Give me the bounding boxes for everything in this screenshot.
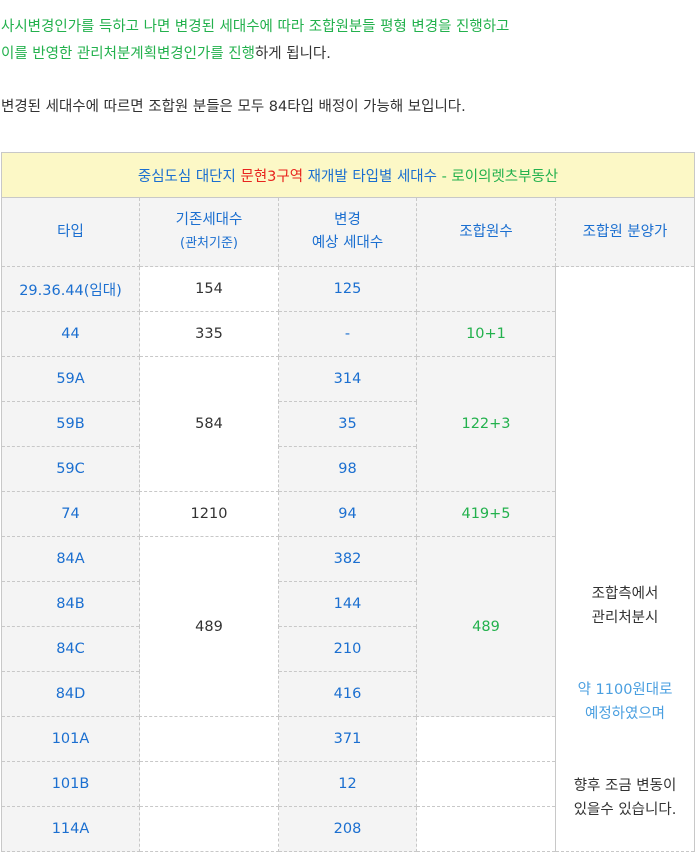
table-row: 84C 210 — [1, 626, 695, 672]
intro-paragraph: 사시변경인가를 득하고 나면 변경된 세대수에 따라 조합원분들 평형 변경을 … — [1, 14, 509, 68]
price-note-line-4: 예정하였으며 — [584, 706, 666, 722]
cell-type: 101A — [1, 716, 140, 762]
cell-existing — [139, 716, 279, 762]
cell-type: 84A — [1, 536, 140, 582]
price-note: 조합측에서 관리처분시 약 1100원대로 예정하였으며 향후 조금 변동이 있… — [554, 266, 695, 852]
price-note-line-3: 약 1100원대로 — [577, 682, 673, 698]
cell-type: 44 — [1, 311, 140, 357]
cell-changed: 371 — [278, 716, 417, 762]
cell-existing: 1210 — [139, 491, 279, 537]
cell-members: 419+5 — [416, 491, 556, 537]
cell-type: 84D — [1, 671, 140, 717]
table-row: 114A 208 — [1, 806, 695, 852]
cell-members: 122+3 — [416, 356, 556, 492]
table-row: 84A 489 382 489 — [1, 536, 695, 717]
cell-changed: 35 — [278, 401, 417, 447]
cell-changed: 94 — [278, 491, 417, 537]
cell-existing: 335 — [139, 311, 279, 357]
cell-existing — [139, 761, 279, 807]
cell-members — [416, 716, 556, 762]
intro-line-3: 변경된 세대수에 따르면 조합원 분들은 모두 84타입 배정이 가능해 보입니… — [1, 99, 466, 115]
cell-type: 74 — [1, 491, 140, 537]
cell-type: 84C — [1, 626, 140, 672]
table-row: 101B 12 — [1, 761, 695, 807]
cell-changed: 12 — [278, 761, 417, 807]
cell-members: 10+1 — [416, 311, 556, 357]
header-price: 조합원 분양가 — [554, 197, 695, 267]
intro-line-2: 이를 반영한 관리처분계획변경인가를 진행하게 됩니다. — [1, 46, 331, 62]
cell-changed: - — [278, 311, 417, 357]
type-units-table: 중심도심 대단지 문현3구역 재개발 타입별 세대수 - 로이의렛츠부동산 타입… — [0, 152, 695, 852]
cell-changed: 382 — [278, 536, 417, 582]
cell-changed: 314 — [278, 356, 417, 402]
cell-type: 59A — [1, 356, 140, 402]
cell-existing: 489 — [139, 536, 279, 717]
cell-changed: 144 — [278, 581, 417, 627]
cell-type: 59B — [1, 401, 140, 447]
table-row: 59A 584 314 122+3 — [1, 356, 695, 492]
table-row: 101A 371 — [1, 716, 695, 762]
table-row: 59C 98 — [1, 446, 695, 492]
cell-changed: 208 — [278, 806, 417, 852]
table-row: 44 335 - 10+1 — [1, 311, 695, 357]
cell-members: 489 — [416, 536, 556, 717]
price-note-line-5: 향후 조금 변동이 — [573, 778, 677, 794]
intro-line-1: 사시변경인가를 득하고 나면 변경된 세대수에 따라 조합원분들 평형 변경을 … — [1, 19, 510, 35]
header-existing: 기존세대수 (관처기준) — [139, 197, 279, 267]
cell-members — [416, 266, 556, 312]
cell-type: 59C — [1, 446, 140, 492]
header-members: 조합원수 — [416, 197, 556, 267]
cell-type: 114A — [1, 806, 140, 852]
header-type: 타입 — [1, 197, 140, 267]
cell-type: 84B — [1, 581, 140, 627]
cell-changed: 98 — [278, 446, 417, 492]
table-row: 29.36.44(임대) 154 125 조합측에서 관리처분시 약 1100원… — [1, 266, 695, 852]
cell-members — [416, 806, 556, 852]
cell-existing: 584 — [139, 356, 279, 492]
table-header-row: 타입 기존세대수 (관처기준) 변경 예상 세대수 조합원수 조합원 분양가 — [1, 197, 695, 267]
price-note-line-6: 있을수 있습니다. — [573, 802, 677, 818]
cell-existing: 154 — [139, 266, 279, 312]
table-row: 84B 144 — [1, 581, 695, 627]
cell-members — [416, 761, 556, 807]
cell-type: 29.36.44(임대) — [1, 266, 140, 312]
price-note-line-2: 관리처분시 — [591, 610, 659, 626]
cell-changed: 416 — [278, 671, 417, 717]
cell-changed: 125 — [278, 266, 417, 312]
cell-changed: 210 — [278, 626, 417, 672]
table-row: 84D 416 — [1, 671, 695, 717]
price-note-line-1: 조합측에서 — [591, 586, 659, 602]
cell-type: 101B — [1, 761, 140, 807]
header-changed: 변경 예상 세대수 — [278, 197, 417, 267]
table-title: 중심도심 대단지 문현3구역 재개발 타입별 세대수 - 로이의렛츠부동산 — [0, 152, 695, 198]
cell-existing — [139, 806, 279, 852]
